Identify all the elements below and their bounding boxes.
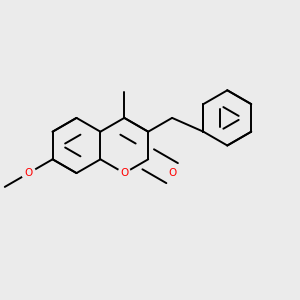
Text: O: O	[120, 168, 128, 178]
Circle shape	[166, 167, 178, 179]
Text: O: O	[25, 168, 33, 178]
Text: O: O	[168, 168, 176, 178]
Circle shape	[22, 166, 36, 180]
Circle shape	[118, 167, 130, 179]
